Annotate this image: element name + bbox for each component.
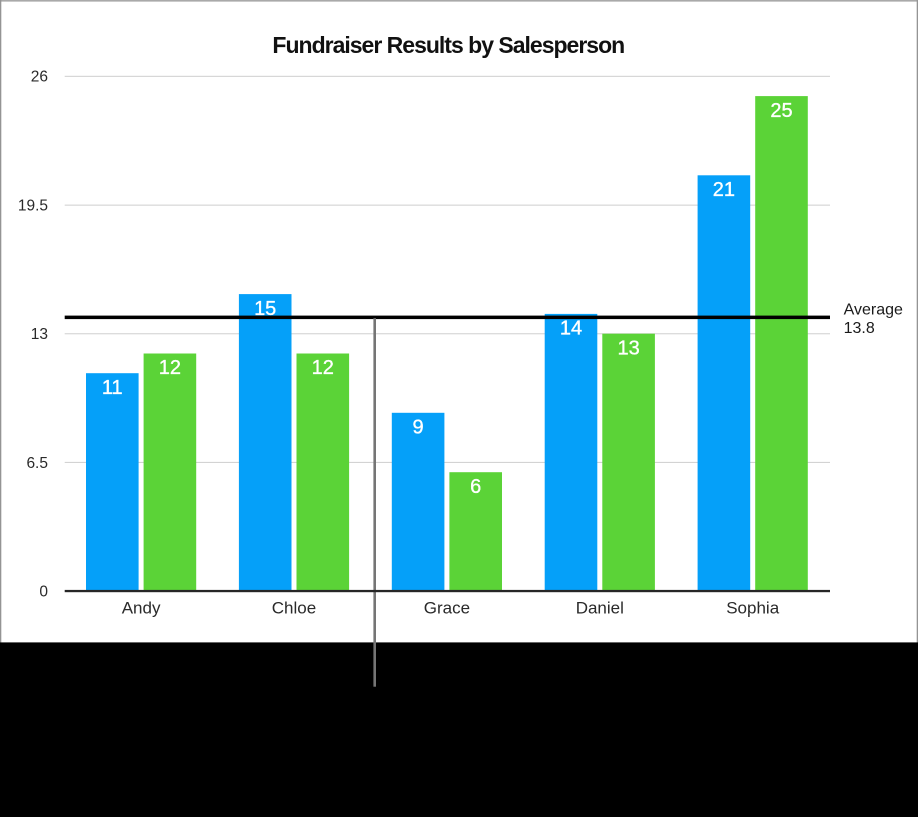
svg-text:6.5: 6.5 bbox=[26, 455, 48, 472]
svg-text:12: 12 bbox=[159, 357, 181, 379]
svg-text:Average: Average bbox=[844, 301, 903, 318]
svg-text:Chloe: Chloe bbox=[272, 598, 316, 617]
svg-text:13: 13 bbox=[31, 326, 48, 343]
svg-text:13.8: 13.8 bbox=[844, 320, 875, 337]
svg-text:Grace: Grace bbox=[424, 598, 470, 617]
svg-text:12: 12 bbox=[312, 357, 334, 379]
svg-text:Sophia: Sophia bbox=[726, 598, 779, 617]
svg-text:13: 13 bbox=[617, 337, 639, 359]
svg-text:Fundraiser Results by Salesper: Fundraiser Results by Salesperson bbox=[272, 32, 624, 58]
svg-text:19.5: 19.5 bbox=[18, 198, 48, 215]
svg-text:6: 6 bbox=[470, 476, 481, 498]
svg-text:26: 26 bbox=[31, 69, 48, 86]
svg-text:Andy: Andy bbox=[122, 598, 161, 617]
svg-text:21: 21 bbox=[713, 179, 735, 201]
svg-text:15: 15 bbox=[254, 298, 276, 320]
svg-text:11: 11 bbox=[102, 377, 123, 399]
svg-text:25: 25 bbox=[770, 100, 792, 122]
svg-text:14: 14 bbox=[560, 318, 582, 340]
svg-text:9: 9 bbox=[413, 417, 424, 439]
svg-text:Daniel: Daniel bbox=[576, 598, 624, 617]
svg-text:0: 0 bbox=[39, 583, 48, 600]
